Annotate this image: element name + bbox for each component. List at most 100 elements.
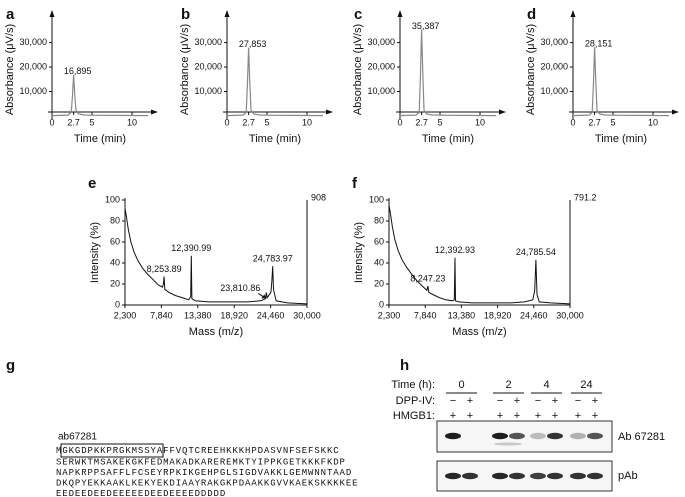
time-label: 4 bbox=[543, 379, 549, 391]
peak-label: 24,783.97 bbox=[253, 254, 293, 264]
sequence: SERWKTMSAKEKGKFEDMAKADKAREREMKTYIPPKGETK… bbox=[56, 457, 358, 497]
x-tick-label: 2.7 bbox=[588, 117, 601, 127]
y-tick-label: 10,000 bbox=[194, 86, 222, 96]
axis-arrow bbox=[49, 10, 158, 115]
y-axis-label: Intensity (%) bbox=[89, 222, 101, 283]
sign: + bbox=[497, 410, 503, 422]
x-tick-label: 18,920 bbox=[484, 310, 512, 320]
axis bbox=[569, 13, 675, 119]
sign: + bbox=[514, 410, 520, 422]
y-axis-label: Absorbance (μV/s) bbox=[352, 24, 364, 115]
x-axis-label: Time (min) bbox=[74, 133, 126, 145]
x-tick-label: 0 bbox=[397, 117, 402, 127]
peak-label: 12,392.93 bbox=[435, 245, 475, 255]
peak-label: 24,785.54 bbox=[516, 247, 556, 257]
x-tick-label: 13,380 bbox=[184, 310, 212, 320]
peak-label: 16,895 bbox=[64, 66, 92, 76]
trace bbox=[51, 74, 149, 117]
sequence-line: DKQPYEKKAAKLKEKYEKDIAAYRAKGKPDAAKKGVVKAE… bbox=[56, 478, 358, 488]
y-tick-label: 30,000 bbox=[194, 37, 222, 47]
sign: + bbox=[592, 395, 598, 407]
x-tick-label: 2.7 bbox=[415, 117, 428, 127]
x-axis-label: Mass (m/z) bbox=[189, 326, 243, 338]
x-tick-label: 2.7 bbox=[67, 117, 80, 127]
band bbox=[509, 472, 525, 480]
band bbox=[530, 432, 546, 440]
x-axis-label: Time (min) bbox=[595, 133, 647, 145]
y-tick-label: 10,000 bbox=[540, 86, 568, 96]
blot-lanes: 0 2 4 24−+++−+++−+++−+++ bbox=[445, 379, 603, 480]
y-tick-label: 10,000 bbox=[367, 86, 395, 96]
antibody-label: ab67281 bbox=[58, 432, 97, 443]
y-tick-label: 20 bbox=[374, 278, 384, 288]
band bbox=[492, 432, 508, 440]
sign: + bbox=[535, 410, 541, 422]
sign: + bbox=[467, 395, 473, 407]
peak-label: 28,151 bbox=[585, 38, 613, 48]
x-tick-label: 10 bbox=[302, 117, 312, 127]
sign: + bbox=[514, 395, 520, 407]
arrow-head bbox=[261, 294, 267, 299]
y-tick-label: 30,000 bbox=[540, 37, 568, 47]
y-tick-label: 60 bbox=[110, 236, 120, 246]
trace bbox=[388, 205, 571, 305]
x-tick-label: 13,380 bbox=[448, 310, 476, 320]
band bbox=[570, 432, 586, 440]
y-tick-label: 40 bbox=[374, 257, 384, 267]
time-label: 24 bbox=[580, 379, 592, 391]
sequence-line: NAPKRPPSAFFLFCSEYRPKIKGEHPGLSIGDVAKKLGEM… bbox=[56, 468, 352, 478]
max-label: 908 bbox=[311, 192, 326, 202]
band bbox=[462, 472, 478, 480]
x-tick-label: 10 bbox=[127, 117, 137, 127]
sign: − bbox=[535, 395, 541, 407]
y-axis-label: Absorbance (μV/s) bbox=[525, 24, 537, 115]
sign: − bbox=[450, 395, 456, 407]
y-tick-label: 30,000 bbox=[367, 37, 395, 47]
x-tick-label: 7,840 bbox=[414, 310, 437, 320]
panel-letter: g bbox=[6, 357, 15, 374]
sign: + bbox=[575, 410, 581, 422]
y-tick-label: 10,000 bbox=[19, 86, 47, 96]
y-axis-label: Intensity (%) bbox=[353, 222, 365, 283]
epitope-box bbox=[60, 443, 164, 458]
trace bbox=[124, 208, 308, 305]
row-label: HMGB1: bbox=[393, 410, 435, 422]
x-tick-label: 2,300 bbox=[114, 310, 137, 320]
x-tick-label: 5 bbox=[264, 117, 269, 127]
y-axis-label: Absorbance (μV/s) bbox=[179, 24, 191, 115]
y-tick-label: 100 bbox=[369, 194, 384, 204]
y-tick-label: 20,000 bbox=[194, 61, 222, 71]
x-tick-label: 5 bbox=[89, 117, 94, 127]
peak-label: 23,810.86 bbox=[220, 283, 260, 293]
row-label: DPP-IV: bbox=[396, 395, 435, 407]
sign: + bbox=[552, 395, 558, 407]
epitope: GKGDPKKPRGKMSSYA bbox=[62, 446, 163, 456]
x-tick-label: 18,920 bbox=[220, 310, 248, 320]
panel-letter: b bbox=[181, 6, 190, 23]
peak-label: 8,247.23 bbox=[410, 273, 445, 283]
sign: + bbox=[552, 410, 558, 422]
x-tick-label: 2.7 bbox=[242, 117, 255, 127]
trace bbox=[572, 47, 670, 117]
y-tick-label: 20 bbox=[110, 278, 120, 288]
panel-letter: a bbox=[6, 6, 15, 23]
band bbox=[445, 472, 461, 480]
x-axis-label: Mass (m/z) bbox=[452, 326, 506, 338]
y-axis-label: Absorbance (μV/s) bbox=[4, 24, 16, 115]
sign: − bbox=[497, 395, 503, 407]
panel-letter: d bbox=[527, 6, 536, 23]
sequence-part: M bbox=[56, 446, 62, 456]
y-tick-label: 60 bbox=[374, 236, 384, 246]
axis-arrow bbox=[224, 10, 333, 115]
y-tick-label: 0 bbox=[115, 299, 120, 309]
axis bbox=[124, 198, 307, 306]
sign: + bbox=[450, 410, 456, 422]
sequence-line: SERWKTMSAKEKGKFEDMAKADKAREREMKTYIPPKGETK… bbox=[56, 457, 346, 467]
x-tick-label: 2,300 bbox=[378, 310, 401, 320]
trace bbox=[399, 29, 497, 117]
x-axis-label: Time (min) bbox=[249, 133, 301, 145]
x-tick-label: 30,000 bbox=[556, 310, 584, 320]
y-tick-label: 80 bbox=[374, 215, 384, 225]
x-tick-label: 5 bbox=[610, 117, 615, 127]
